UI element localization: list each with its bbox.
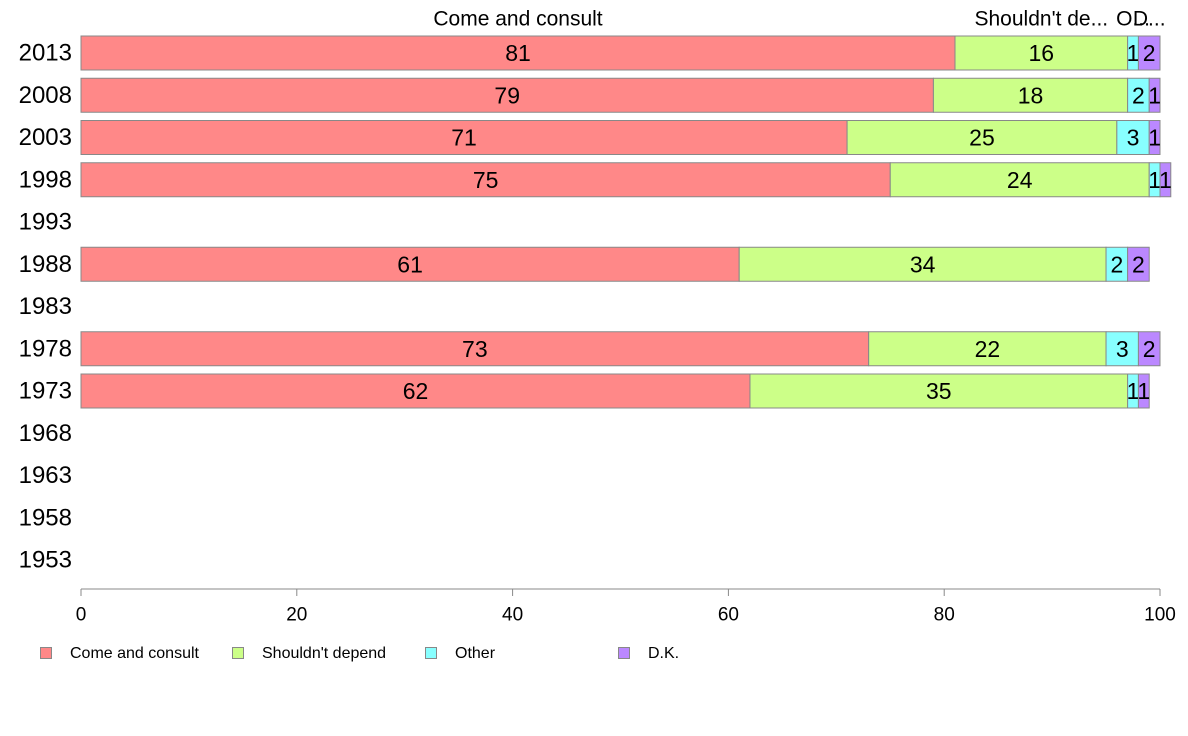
y-tick-label-1998: 1998 — [19, 166, 72, 193]
x-tick-label-40: 40 — [502, 605, 523, 626]
bar-come-and-consult-2008 — [80, 77, 934, 113]
legend-swatch — [618, 647, 630, 659]
series-header-shouldn-t-depend: Shouldn't de... — [975, 8, 1109, 31]
data-label-come-and-consult-2013: 81 — [505, 40, 531, 66]
bar-d-k-1998 — [1159, 162, 1172, 198]
bar-shouldn-t-depend-2003 — [846, 120, 1118, 155]
legend-label: Other — [455, 645, 496, 662]
bar-d-k-1988 — [1127, 246, 1150, 282]
data-label-come-and-consult-2008: 79 — [494, 82, 520, 108]
y-tick-label-2003: 2003 — [19, 124, 72, 151]
data-label-shouldn-t-depend-1988: 34 — [910, 251, 936, 277]
x-tick-label-80: 80 — [934, 605, 955, 626]
bar-shouldn-t-depend-1978 — [868, 331, 1107, 367]
legend-swatch — [232, 647, 244, 659]
data-label-d-k-2013: 2 — [1143, 40, 1156, 66]
bar-other-2003 — [1116, 120, 1150, 155]
y-tick-label-1983: 1983 — [19, 293, 72, 320]
data-label-other-1978: 3 — [1116, 336, 1129, 362]
bar-shouldn-t-depend-1988 — [738, 246, 1107, 282]
bar-come-and-consult-1998 — [80, 162, 891, 198]
data-label-shouldn-t-depend-1998: 24 — [1007, 167, 1033, 193]
y-tick-label-1978: 1978 — [19, 335, 72, 362]
bar-come-and-consult-2003 — [80, 120, 848, 155]
y-tick-label-1993: 1993 — [19, 209, 72, 236]
y-tick-label-1958: 1958 — [19, 504, 72, 531]
data-label-come-and-consult-1988: 61 — [397, 251, 423, 277]
data-label-d-k-1978: 2 — [1143, 336, 1156, 362]
data-label-other-1973: 1 — [1127, 378, 1140, 404]
bar-d-k-2008 — [1148, 77, 1161, 113]
bar-d-k-2003 — [1148, 120, 1161, 155]
data-label-shouldn-t-depend-1978: 22 — [975, 336, 1001, 362]
legend-swatch — [425, 647, 437, 659]
x-tick-label-20: 20 — [286, 605, 307, 626]
bar-come-and-consult-1973 — [80, 373, 751, 409]
data-label-other-2008: 2 — [1132, 82, 1145, 108]
data-label-other-1988: 2 — [1110, 251, 1123, 277]
data-label-come-and-consult-2003: 71 — [451, 125, 477, 151]
bar-d-k-2013 — [1137, 35, 1161, 71]
y-axis-labels: 2013 2008 2003 1998 1993 1988 1983 1978 1973 1968… — [19, 40, 72, 574]
series-header-come-and-consult: Come and consult — [433, 8, 602, 31]
x-tick-label-0: 0 — [76, 605, 87, 626]
data-label-d-k-1998: 1 — [1159, 167, 1172, 193]
legend-label: D.K. — [648, 645, 680, 662]
y-tick-label-1953: 1953 — [19, 547, 72, 574]
data-label-shouldn-t-depend-2013: 16 — [1029, 40, 1055, 66]
data-label-shouldn-t-depend-2008: 18 — [1018, 82, 1044, 108]
data-label-d-k-2008: 1 — [1148, 82, 1161, 108]
bar-shouldn-t-depend-1973 — [749, 373, 1129, 409]
y-tick-label-1988: 1988 — [19, 251, 72, 278]
bar-shouldn-t-depend-1998 — [889, 162, 1150, 198]
data-label-shouldn-t-depend-2003: 25 — [969, 125, 995, 151]
legend-label: Come and consult — [70, 645, 199, 662]
data-label-come-and-consult-1998: 75 — [473, 167, 499, 193]
y-tick-label-1963: 1963 — [19, 462, 72, 489]
data-label-d-k-1988: 2 — [1132, 251, 1145, 277]
series-header-labels: Come and consult Shouldn't de... O...D... — [433, 8, 1165, 31]
data-label-other-2003: 3 — [1127, 125, 1140, 151]
x-tick-label-60: 60 — [718, 605, 739, 626]
series-header-other: O... — [1116, 8, 1150, 31]
data-label-other-2013: 1 — [1127, 40, 1140, 66]
y-tick-label-1968: 1968 — [19, 420, 72, 447]
data-label-shouldn-t-depend-1973: 35 — [926, 378, 952, 404]
bar-come-and-consult-1978 — [80, 331, 870, 367]
data-label-come-and-consult-1973: 62 — [403, 378, 429, 404]
data-label-d-k-1973: 1 — [1137, 378, 1150, 404]
bar-shouldn-t-depend-2013 — [954, 35, 1129, 71]
y-tick-label-1973: 1973 — [19, 378, 72, 405]
bar-d-k-1978 — [1137, 331, 1161, 367]
bar-d-k-1973 — [1137, 373, 1150, 409]
legend-label: Shouldn't depend — [262, 645, 387, 662]
data-label-d-k-2003: 1 — [1148, 125, 1161, 151]
series-header-d-k: D... — [1133, 8, 1166, 31]
data-label-come-and-consult-1978: 73 — [462, 336, 488, 362]
legend: Come and consult Shouldn't depend Other … — [40, 644, 740, 664]
x-tick-label-100: 100 — [1144, 605, 1176, 626]
y-tick-label-2008: 2008 — [19, 82, 72, 109]
legend-swatch — [40, 647, 52, 659]
x-axis: 0 20 40 60 80 100 — [76, 588, 1176, 626]
data-label-other-1998: 1 — [1148, 167, 1161, 193]
y-tick-label-2013: 2013 — [19, 40, 72, 67]
